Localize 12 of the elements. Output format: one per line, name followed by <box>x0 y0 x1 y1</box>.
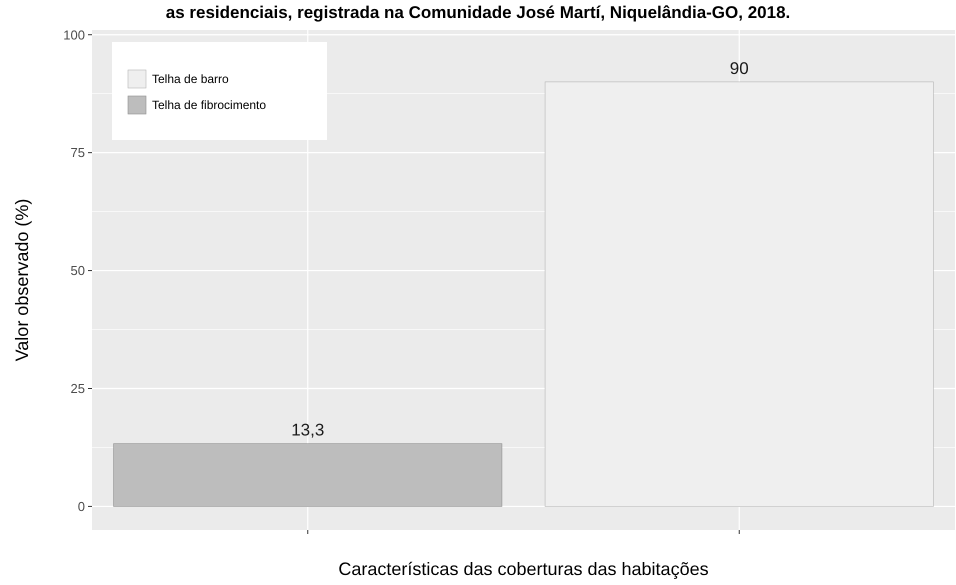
data-label: 90 <box>730 58 749 78</box>
y-axis-title: Valor observado (%) <box>12 198 32 362</box>
y-tick-label: 100 <box>63 27 85 42</box>
y-tick-label: 25 <box>70 381 85 396</box>
legend-label: Telha de barro <box>152 72 230 86</box>
y-tick-label: 75 <box>70 145 85 160</box>
y-tick-label: 50 <box>70 263 85 278</box>
data-label: 13,3 <box>291 420 324 440</box>
legend-label: Telha de fibrocimento <box>152 98 266 112</box>
y-tick-label: 0 <box>78 498 85 514</box>
chart-title: as residenciais, registrada na Comunidade José Martí, Niquelândia-GO, 2018. <box>166 3 790 22</box>
x-axis-title: Características das coberturas das habitações <box>338 559 709 579</box>
